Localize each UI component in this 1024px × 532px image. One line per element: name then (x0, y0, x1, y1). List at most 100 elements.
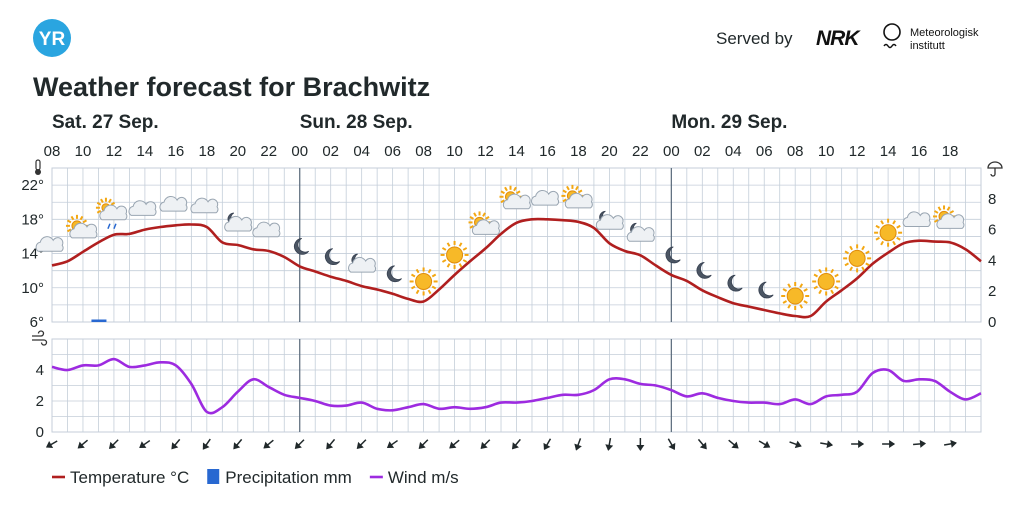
hour-tick-label: 10 (75, 143, 92, 160)
legend-label: Wind m/s (388, 468, 459, 487)
cloud-icon (35, 236, 64, 252)
sun-ray (110, 201, 116, 206)
hour-tick-label: 18 (198, 143, 215, 160)
cloud-shape (69, 222, 98, 239)
hour-tick-label: 08 (415, 143, 432, 160)
partly-cloudy-day-icon (561, 184, 593, 209)
arrow-head (919, 439, 927, 448)
moon-shape (727, 274, 743, 292)
cloud-shape (531, 190, 560, 206)
hour-tick-label: 10 (818, 143, 835, 160)
arrow-head (45, 441, 54, 448)
partly-cloudy-night-icon (595, 210, 624, 230)
cloud-shape (936, 213, 965, 229)
sun-ray (473, 212, 477, 217)
wind-direction-row (45, 437, 957, 451)
arrow-head (233, 442, 241, 450)
temperature-axis-label: 22° (21, 177, 44, 194)
sun-ray (427, 268, 432, 274)
arrow-head (605, 444, 614, 451)
wind-arrow-icon (449, 439, 460, 449)
arrow-head (950, 439, 957, 448)
cloud-shape (595, 214, 624, 230)
thermometer-icon (35, 159, 41, 175)
met-circle-icon (883, 23, 901, 41)
sun-ray (458, 242, 463, 247)
moon-icon (386, 265, 402, 283)
arrow-head (418, 441, 426, 449)
sun-ray (818, 289, 823, 295)
wind-axis-label: 2 (36, 393, 44, 410)
wind-axis-label: 4 (36, 362, 44, 379)
hour-labels: 08 10 12 14 16 18 20 22 00 02 04 06 08 10 12 14 16 18 20 22… (44, 143, 959, 160)
hour-tick-label: 18 (570, 143, 587, 160)
wind-arrow-icon (667, 438, 676, 451)
sun-ray (892, 240, 896, 246)
rain-drop (107, 223, 111, 230)
sun-ray (66, 228, 72, 233)
hour-tick-label: 12 (849, 143, 866, 160)
arrow-head (171, 442, 179, 450)
arrow-head (326, 442, 334, 450)
sun-ray (566, 185, 570, 191)
wind-arrow-icon (882, 440, 896, 448)
legend-item: Precipitation mm (207, 468, 352, 487)
weather-symbols (35, 184, 965, 311)
yr-logo[interactable]: YR (33, 19, 71, 57)
moon-icon (665, 246, 681, 264)
hour-tick-label: 18 (942, 143, 959, 160)
sun-ray (70, 215, 75, 221)
partly-cloudy-day-icon (499, 185, 531, 210)
sun-ray (562, 198, 567, 203)
sun-ray (462, 247, 468, 251)
legend-item: Temperature °C (52, 468, 189, 487)
moon-icon (758, 281, 774, 299)
sun-ray (799, 283, 804, 288)
hour-tick-label: 16 (539, 143, 556, 160)
hour-tick-label: 16 (168, 143, 185, 160)
sun-ray (575, 185, 579, 191)
partly-cloudy-day-icon (65, 214, 98, 239)
wind-arrow-icon (108, 439, 119, 449)
sun-ray (513, 186, 517, 192)
temperature-line (51, 217, 982, 319)
sun-ray (782, 288, 788, 292)
arrow-head (108, 441, 117, 449)
sun-icon (843, 244, 872, 273)
sun-ray (431, 273, 437, 278)
hour-tick-label: 06 (756, 143, 773, 160)
nrk-logo[interactable]: NRK (816, 27, 862, 50)
arrow-head (574, 443, 582, 451)
arrow-head (636, 445, 645, 451)
moon-shape (293, 237, 310, 255)
cloud-icon (902, 211, 931, 227)
hour-tick-label: 08 (44, 143, 61, 160)
arrow-head (731, 441, 739, 449)
wind-arrow-icon (233, 438, 243, 450)
sun-disc (786, 287, 804, 305)
hour-tick-label: 20 (229, 143, 246, 160)
met-institute-logo[interactable]: Meteorologisk institutt (883, 23, 979, 52)
temperature-axis-label: 18° (21, 211, 44, 228)
wind-arrow-icon (263, 439, 274, 449)
wind-arrow-icon (758, 440, 771, 448)
sun-ray (865, 250, 870, 255)
sun-icon (812, 267, 841, 296)
sun-ray (485, 216, 490, 220)
sun-ray (482, 212, 486, 217)
hour-tick-label: 00 (663, 143, 680, 160)
sun-ray (803, 288, 808, 292)
arrow-head (763, 441, 771, 448)
moon-shape (386, 265, 402, 283)
sun-ray (500, 190, 505, 195)
arrow-head (512, 442, 519, 450)
rain-drop (113, 223, 117, 230)
wind-arrow-icon (543, 438, 552, 451)
arrow-head (794, 440, 802, 449)
sun-ray (100, 198, 104, 204)
legend-label: Temperature °C (70, 468, 189, 487)
temperature-axis-label: 10° (21, 280, 44, 297)
hour-tick-label: 12 (106, 143, 123, 160)
cloud-shape (224, 215, 253, 232)
